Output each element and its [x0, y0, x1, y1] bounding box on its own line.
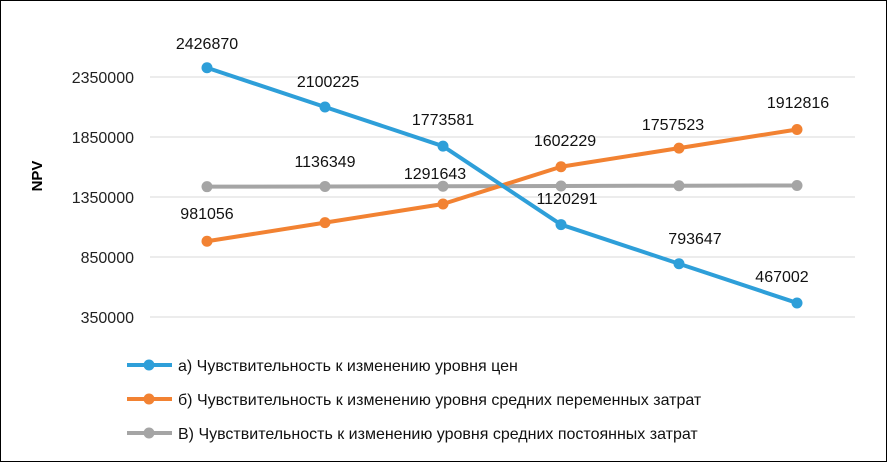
data-point	[673, 142, 685, 154]
legend-swatch-marker	[143, 393, 155, 405]
data-point	[201, 235, 213, 247]
data-label: 1120291	[536, 191, 597, 208]
legend-label: б) Чувствительность к изменению уровня с…	[178, 392, 702, 409]
data-label: 1912816	[767, 95, 829, 112]
data-point	[673, 180, 685, 192]
data-label: 2426870	[176, 36, 238, 53]
data-point	[437, 140, 449, 152]
data-label: 981056	[180, 206, 233, 223]
data-point	[791, 179, 803, 191]
data-label: 1136349	[294, 154, 355, 171]
data-label: 467002	[755, 269, 808, 286]
y-tick-label: 350000	[81, 310, 134, 327]
data-point	[437, 180, 449, 192]
data-label: 1773581	[412, 112, 474, 129]
y-tick-label: 1850000	[72, 130, 134, 147]
data-point	[319, 101, 331, 113]
data-point	[555, 219, 567, 231]
y-tick-label: 2350000	[72, 70, 134, 87]
data-point	[201, 181, 213, 193]
data-point	[201, 62, 213, 74]
legend-swatch-marker	[143, 427, 155, 439]
y-axis-label: NPV	[29, 161, 46, 192]
y-tick-label: 850000	[81, 250, 134, 267]
legend-label: а) Чувствительность к изменению уровня ц…	[178, 358, 518, 375]
y-tick-label: 1350000	[72, 190, 134, 207]
data-point	[555, 161, 567, 173]
data-point	[791, 297, 803, 309]
data-point	[555, 180, 567, 192]
data-point	[319, 180, 331, 192]
data-point	[673, 258, 685, 270]
legend-label: В) Чувствительность к изменению уровня с…	[178, 426, 698, 443]
data-label: 1291643	[404, 166, 466, 183]
series-line	[206, 65, 798, 305]
data-point	[319, 217, 331, 229]
data-point	[791, 123, 803, 135]
data-point	[437, 198, 449, 210]
data-label: 1757523	[642, 117, 704, 134]
data-label: 2100225	[297, 74, 359, 91]
data-label: 1602229	[534, 133, 596, 150]
data-label: 793647	[668, 231, 721, 248]
legend-swatch-marker	[143, 359, 155, 371]
